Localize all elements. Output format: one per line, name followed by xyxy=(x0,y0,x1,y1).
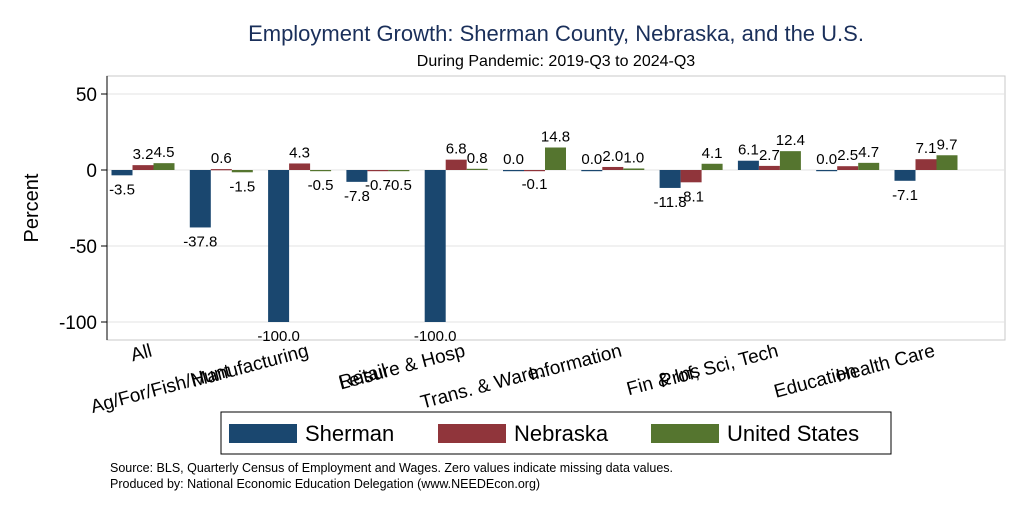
bar-united-states xyxy=(231,170,253,173)
bar-united-states xyxy=(701,163,723,170)
bar-sherman xyxy=(503,170,524,172)
data-label: -11.8 xyxy=(654,194,687,211)
data-label: 2.5 xyxy=(837,147,858,164)
data-label: -100.0 xyxy=(257,328,300,345)
bar-sherman xyxy=(816,170,838,172)
data-label: 6.8 xyxy=(446,141,467,158)
data-label: 0.0 xyxy=(581,151,602,168)
data-label: 0.0 xyxy=(503,151,524,168)
data-label: -7.1 xyxy=(892,187,918,204)
y-tick-label: -100 xyxy=(59,313,97,334)
data-label: -3.5 xyxy=(109,181,135,198)
data-labels: -3.53.2 4.5-37.80.6-1.5-100.04.3-0.5-7.8-… xyxy=(109,129,957,345)
data-label: -8.1 xyxy=(678,188,704,205)
legend: Sherman Nebraska United States xyxy=(220,411,892,455)
legend-label: Nebraska xyxy=(514,421,609,446)
bar-united-states xyxy=(153,163,175,170)
x-category-label: Prof, Sci, Tech xyxy=(657,341,780,393)
data-label: 12.4 xyxy=(776,132,805,149)
data-label: -7.8 xyxy=(344,188,370,205)
bar-nebraska xyxy=(132,165,154,170)
bar-united-states xyxy=(310,170,332,172)
bar-nebraska xyxy=(602,166,624,170)
legend-box xyxy=(220,411,892,455)
bar-nebraska xyxy=(758,165,780,170)
data-label: -1.5 xyxy=(229,178,255,195)
x-category-label: All xyxy=(128,341,154,367)
bar-sherman xyxy=(268,170,290,322)
data-label: 2.0 xyxy=(602,148,623,165)
bar-sherman xyxy=(111,170,133,176)
bar-nebraska xyxy=(445,159,467,170)
bar-nebraska xyxy=(524,170,545,172)
bar-sherman xyxy=(659,170,681,188)
bar-nebraska xyxy=(915,159,937,170)
bar-united-states xyxy=(936,155,958,170)
data-label: 4.1 xyxy=(702,145,723,162)
data-label: 0.6 xyxy=(211,150,232,167)
data-label: 3.2 xyxy=(133,146,154,163)
bar-sherman xyxy=(424,170,446,322)
legend-label: Sherman xyxy=(305,421,394,446)
data-label: -0.5 xyxy=(308,177,334,194)
bar-united-states xyxy=(623,168,645,170)
bar-nebraska xyxy=(210,169,232,171)
data-label: 1.0 xyxy=(623,149,644,166)
bar-nebraska xyxy=(367,170,389,172)
data-label: 4.5 xyxy=(154,144,175,161)
bar-nebraska xyxy=(680,170,702,183)
data-label: 6.1 xyxy=(738,142,759,159)
chart-subtitle: During Pandemic: 2019-Q3 to 2024-Q3 xyxy=(417,53,695,70)
bar-nebraska xyxy=(289,163,311,170)
bar-united-states xyxy=(388,170,410,172)
data-label: 4.3 xyxy=(289,144,310,161)
legend-swatch xyxy=(229,424,297,443)
data-label: -37.8 xyxy=(183,233,217,250)
bar-united-states xyxy=(858,162,880,170)
x-category-label: Health Care xyxy=(834,341,937,388)
data-label: 9.7 xyxy=(937,136,958,153)
bar-sherman xyxy=(894,170,916,181)
data-label: 0.8 xyxy=(467,150,488,167)
y-axis-label: Percent xyxy=(21,173,43,242)
data-label: 2.7 xyxy=(759,147,780,164)
data-label: -0.7 xyxy=(365,177,391,194)
bar-sherman xyxy=(581,170,603,172)
bar-sherman xyxy=(737,160,759,170)
data-label: 14.8 xyxy=(541,129,570,146)
y-tick-label: 0 xyxy=(86,161,97,182)
producer-note: Produced by: National Economic Education… xyxy=(110,477,540,491)
data-label: 4.7 xyxy=(858,144,879,161)
y-tick-label: -50 xyxy=(70,237,97,258)
data-label: 7.1 xyxy=(916,140,937,157)
legend-swatch xyxy=(651,424,719,443)
legend-swatch xyxy=(438,424,506,443)
data-label: 0.0 xyxy=(816,151,837,168)
bar-sherman xyxy=(189,170,211,228)
bar-nebraska xyxy=(837,166,859,170)
y-tick-label: 50 xyxy=(76,85,97,106)
bar-sherman xyxy=(346,170,368,182)
legend-label: United States xyxy=(727,421,859,446)
data-label: -100.0 xyxy=(414,328,457,345)
x-category-label: Information xyxy=(527,341,624,386)
data-label: -0.1 xyxy=(522,176,548,193)
plot-area xyxy=(106,75,1006,341)
bar-united-states xyxy=(545,147,566,170)
chart-title: Employment Growth: Sherman County, Nebra… xyxy=(248,21,864,46)
bars xyxy=(111,147,958,322)
bar-united-states xyxy=(779,151,801,170)
data-label: -0.5 xyxy=(386,177,412,194)
x-category-label: Manufacturing xyxy=(189,341,311,392)
y-axis: 50 0 -50 -100 xyxy=(59,85,107,334)
bar-united-states xyxy=(466,168,488,170)
source-note: Source: BLS, Quarterly Census of Employm… xyxy=(110,461,673,475)
